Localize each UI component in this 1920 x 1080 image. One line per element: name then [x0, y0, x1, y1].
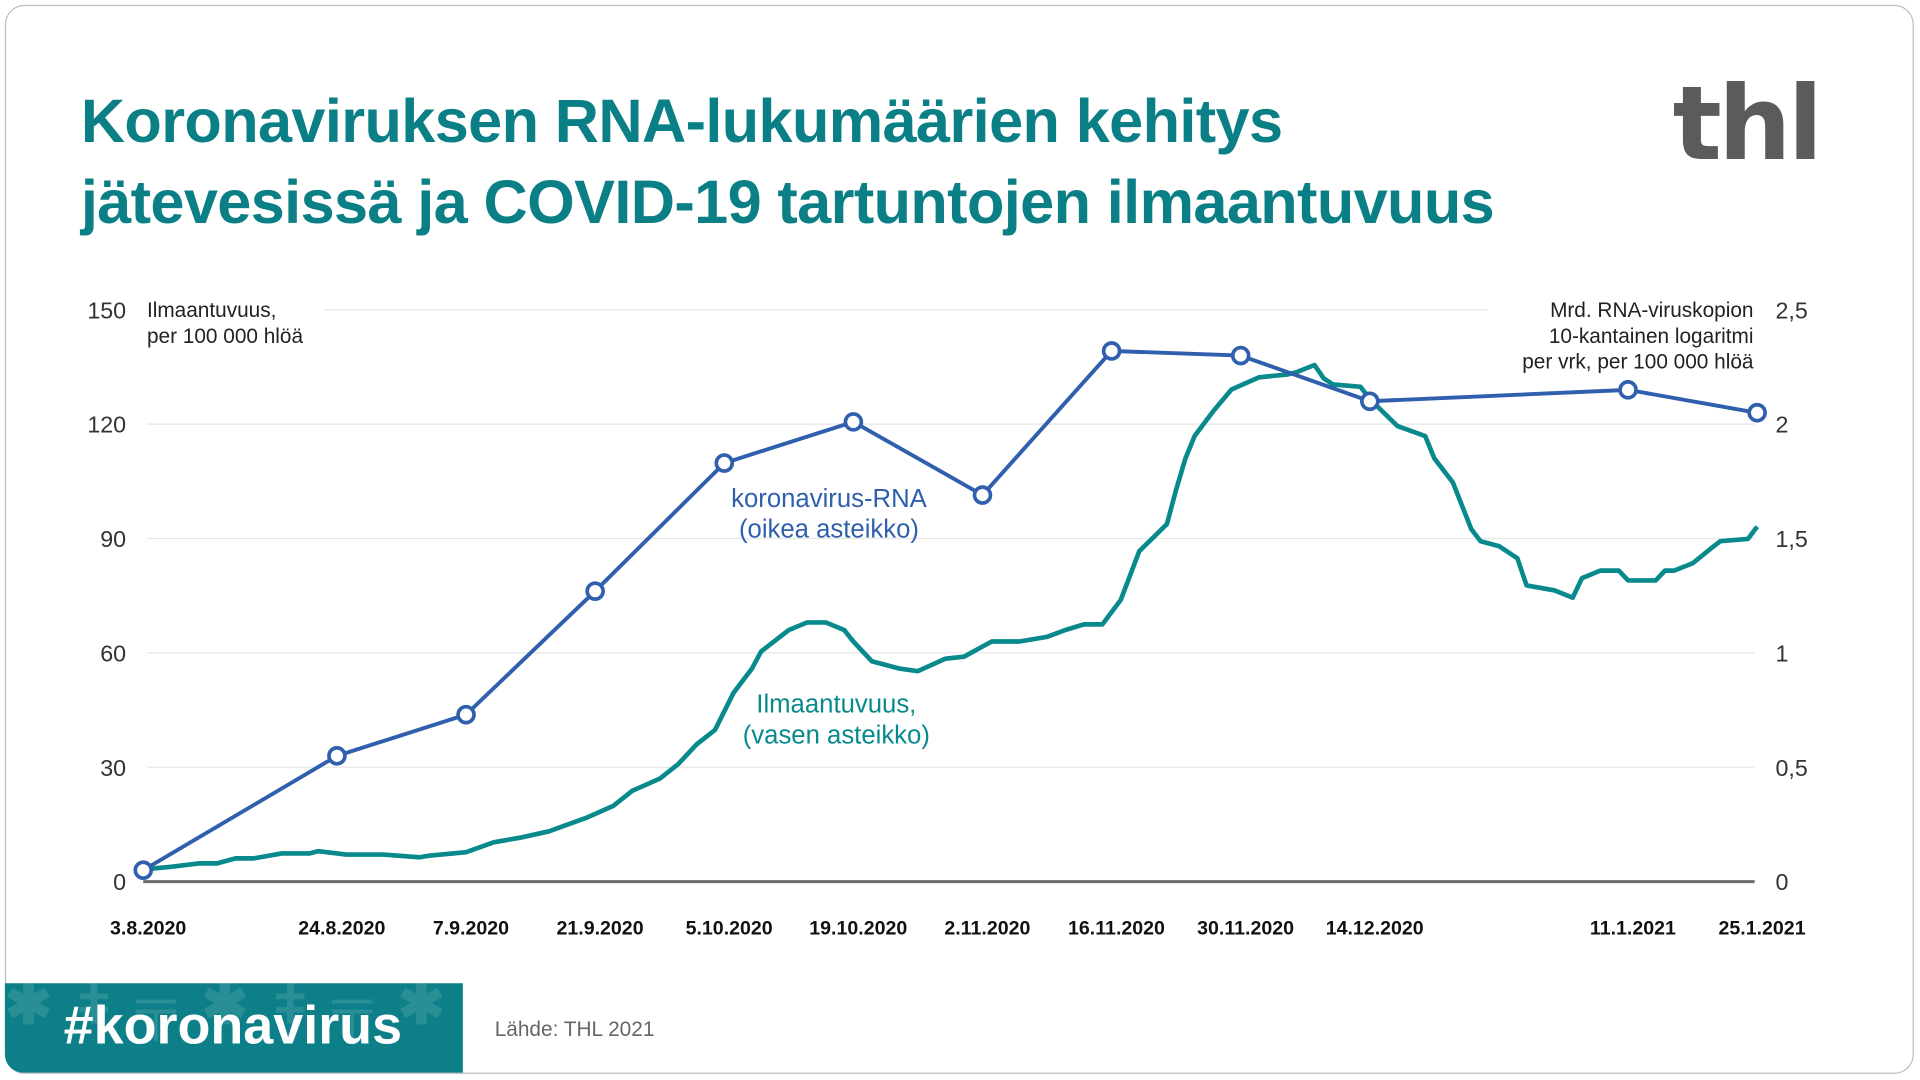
- incidence-line: [143, 362, 1760, 872]
- incidence-series-label-line-1: Ilmaantuvuus,: [756, 691, 916, 719]
- x-tick-label: 11.1.2021: [1590, 917, 1676, 939]
- rna-data-point: [1618, 380, 1638, 400]
- left-axis-title-line-2: per 100 000 hlöä: [147, 325, 304, 348]
- right-axis-title-line-1: Mrd. RNA-viruskopion: [1550, 299, 1753, 322]
- x-tick-label: 19.10.2020: [809, 917, 907, 939]
- rna-data-point: [1360, 391, 1380, 412]
- card-frame: [4, 4, 1914, 1074]
- gridlines: [146, 309, 1755, 768]
- rna-data-point: [133, 860, 154, 880]
- rna-data-point: [714, 453, 735, 473]
- x-tick-label: 16.11.2020: [1068, 917, 1165, 939]
- left-y-tick-label: 150: [87, 297, 126, 323]
- right-y-tick-label: 1,5: [1776, 526, 1808, 552]
- rna-data-point: [585, 581, 605, 601]
- rna-series-label-line-1: koronavirus-RNA: [731, 485, 928, 513]
- right-y-tick-label: 0: [1776, 869, 1789, 895]
- left-y-tick-label: 90: [100, 526, 126, 552]
- x-tick-label: 2.11.2020: [944, 917, 1030, 939]
- right-y-tick-label: 0,5: [1776, 755, 1808, 781]
- x-tick-label: 30.11.2020: [1197, 917, 1294, 939]
- left-axis-title-line-1: Ilmaantuvuus,: [147, 299, 276, 322]
- title-line-1: Koronaviruksen RNA-lukumäärien kehitys: [80, 86, 1283, 156]
- right-y-tick-label: 2,5: [1776, 297, 1808, 323]
- series-layer: [133, 341, 1767, 880]
- x-tick-label: 7.9.2020: [433, 917, 509, 939]
- x-tick-label: 24.8.2020: [298, 917, 385, 939]
- right-axis-title-line-3: per vrk, per 100 000 hlöä: [1522, 351, 1754, 374]
- rna-data-point: [1747, 402, 1767, 423]
- right-y-tick-label: 1: [1776, 640, 1789, 666]
- x-tick-label: 14.12.2020: [1326, 917, 1424, 939]
- x-axis-ticks: 3.8.2020 24.8.2020 7.9.2020 21.9.2020 5.10.2…: [110, 917, 1806, 939]
- x-tick-label: 3.8.2020: [110, 917, 186, 939]
- rna-series-label-line-2: (oikea asteikko): [739, 516, 919, 544]
- thl-logo: thl: [1672, 63, 1823, 184]
- hashtag: #koronavirus: [63, 995, 403, 1056]
- incidence-series-label-line-2: (vasen asteikko): [743, 721, 930, 749]
- left-y-tick-label: 60: [100, 640, 126, 666]
- hashtag-banner: ✱ ǂ ╤ ✱ ǂ ╤ ✱ ǂ ╤ #koronavirus: [4, 983, 463, 1073]
- x-tick-label: 25.1.2021: [1718, 917, 1805, 939]
- left-y-tick-label: 0: [113, 869, 126, 895]
- rna-data-point: [456, 704, 476, 725]
- left-y-tick-label: 120: [87, 412, 126, 438]
- rna-data-point: [843, 412, 864, 432]
- rna-data-point: [1230, 345, 1251, 366]
- banner-pattern: ✱ ǂ ╤ ✱ ǂ ╤ ✱ ǂ ╤: [4, 983, 463, 1036]
- page-title: Koronaviruksen RNA-lukumäärien kehitys j…: [80, 81, 1495, 243]
- x-tick-label: 5.10.2020: [686, 917, 773, 939]
- x-tick-label: 21.9.2020: [556, 917, 643, 939]
- right-axis-title-line-2: 10-kantainen logaritmi: [1549, 325, 1754, 348]
- right-y-axis-ticks: 0 0,5 1 1,5 2 2,5: [1776, 297, 1808, 895]
- title-line-2: jätevesissä ja COVID-19 tartuntojen ilma…: [80, 167, 1495, 237]
- left-y-tick-label: 30: [100, 755, 126, 781]
- rna-data-point: [327, 746, 347, 766]
- left-y-axis-ticks: 0 30 60 90 120 150: [87, 297, 126, 895]
- right-y-tick-label: 2: [1776, 412, 1789, 438]
- rna-line: [142, 348, 1758, 872]
- source-note: Lähde: THL 2021: [494, 1017, 655, 1041]
- rna-data-point: [972, 485, 993, 505]
- rna-data-point: [1101, 341, 1122, 361]
